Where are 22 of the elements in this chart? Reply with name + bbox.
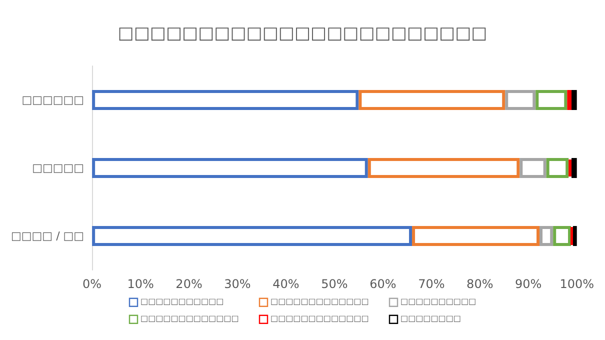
legend-label: □□□□□□□□ xyxy=(400,314,461,323)
y-tick-label: □□□□□□ xyxy=(22,94,84,106)
legend-label: □□□□□□□□□□□ xyxy=(140,296,224,306)
x-tick-label: 20% xyxy=(176,277,202,291)
x-tick-label: 70% xyxy=(418,277,445,291)
x-tick-label: 60% xyxy=(370,277,396,291)
chart-title: □□□□□□□□□□□□□□□□□□□□□□□ xyxy=(118,24,488,44)
legend-label: □□□□□□□□□□□□□ xyxy=(270,296,369,306)
x-tick-label: 30% xyxy=(224,277,251,291)
x-tick-label: 0% xyxy=(82,277,102,291)
y-tick-label: □□□□ / □□ xyxy=(10,230,84,242)
x-tick-label: 100% xyxy=(560,277,594,291)
legend-label: □□□□□□□□□□ xyxy=(400,296,476,306)
x-tick-label: 10% xyxy=(127,277,154,291)
x-tick-label: 80% xyxy=(466,277,494,291)
x-tick-label: 50% xyxy=(321,277,348,291)
x-tick-label: 90% xyxy=(515,277,542,291)
x-tick-label: 40% xyxy=(272,277,300,291)
legend-label: □□□□□□□□□□□□□ xyxy=(140,314,239,323)
bar xyxy=(572,158,577,178)
y-tick-label: □□□□□ xyxy=(32,162,84,174)
legend-label: □□□□□□□□□□□□□ xyxy=(270,314,369,323)
